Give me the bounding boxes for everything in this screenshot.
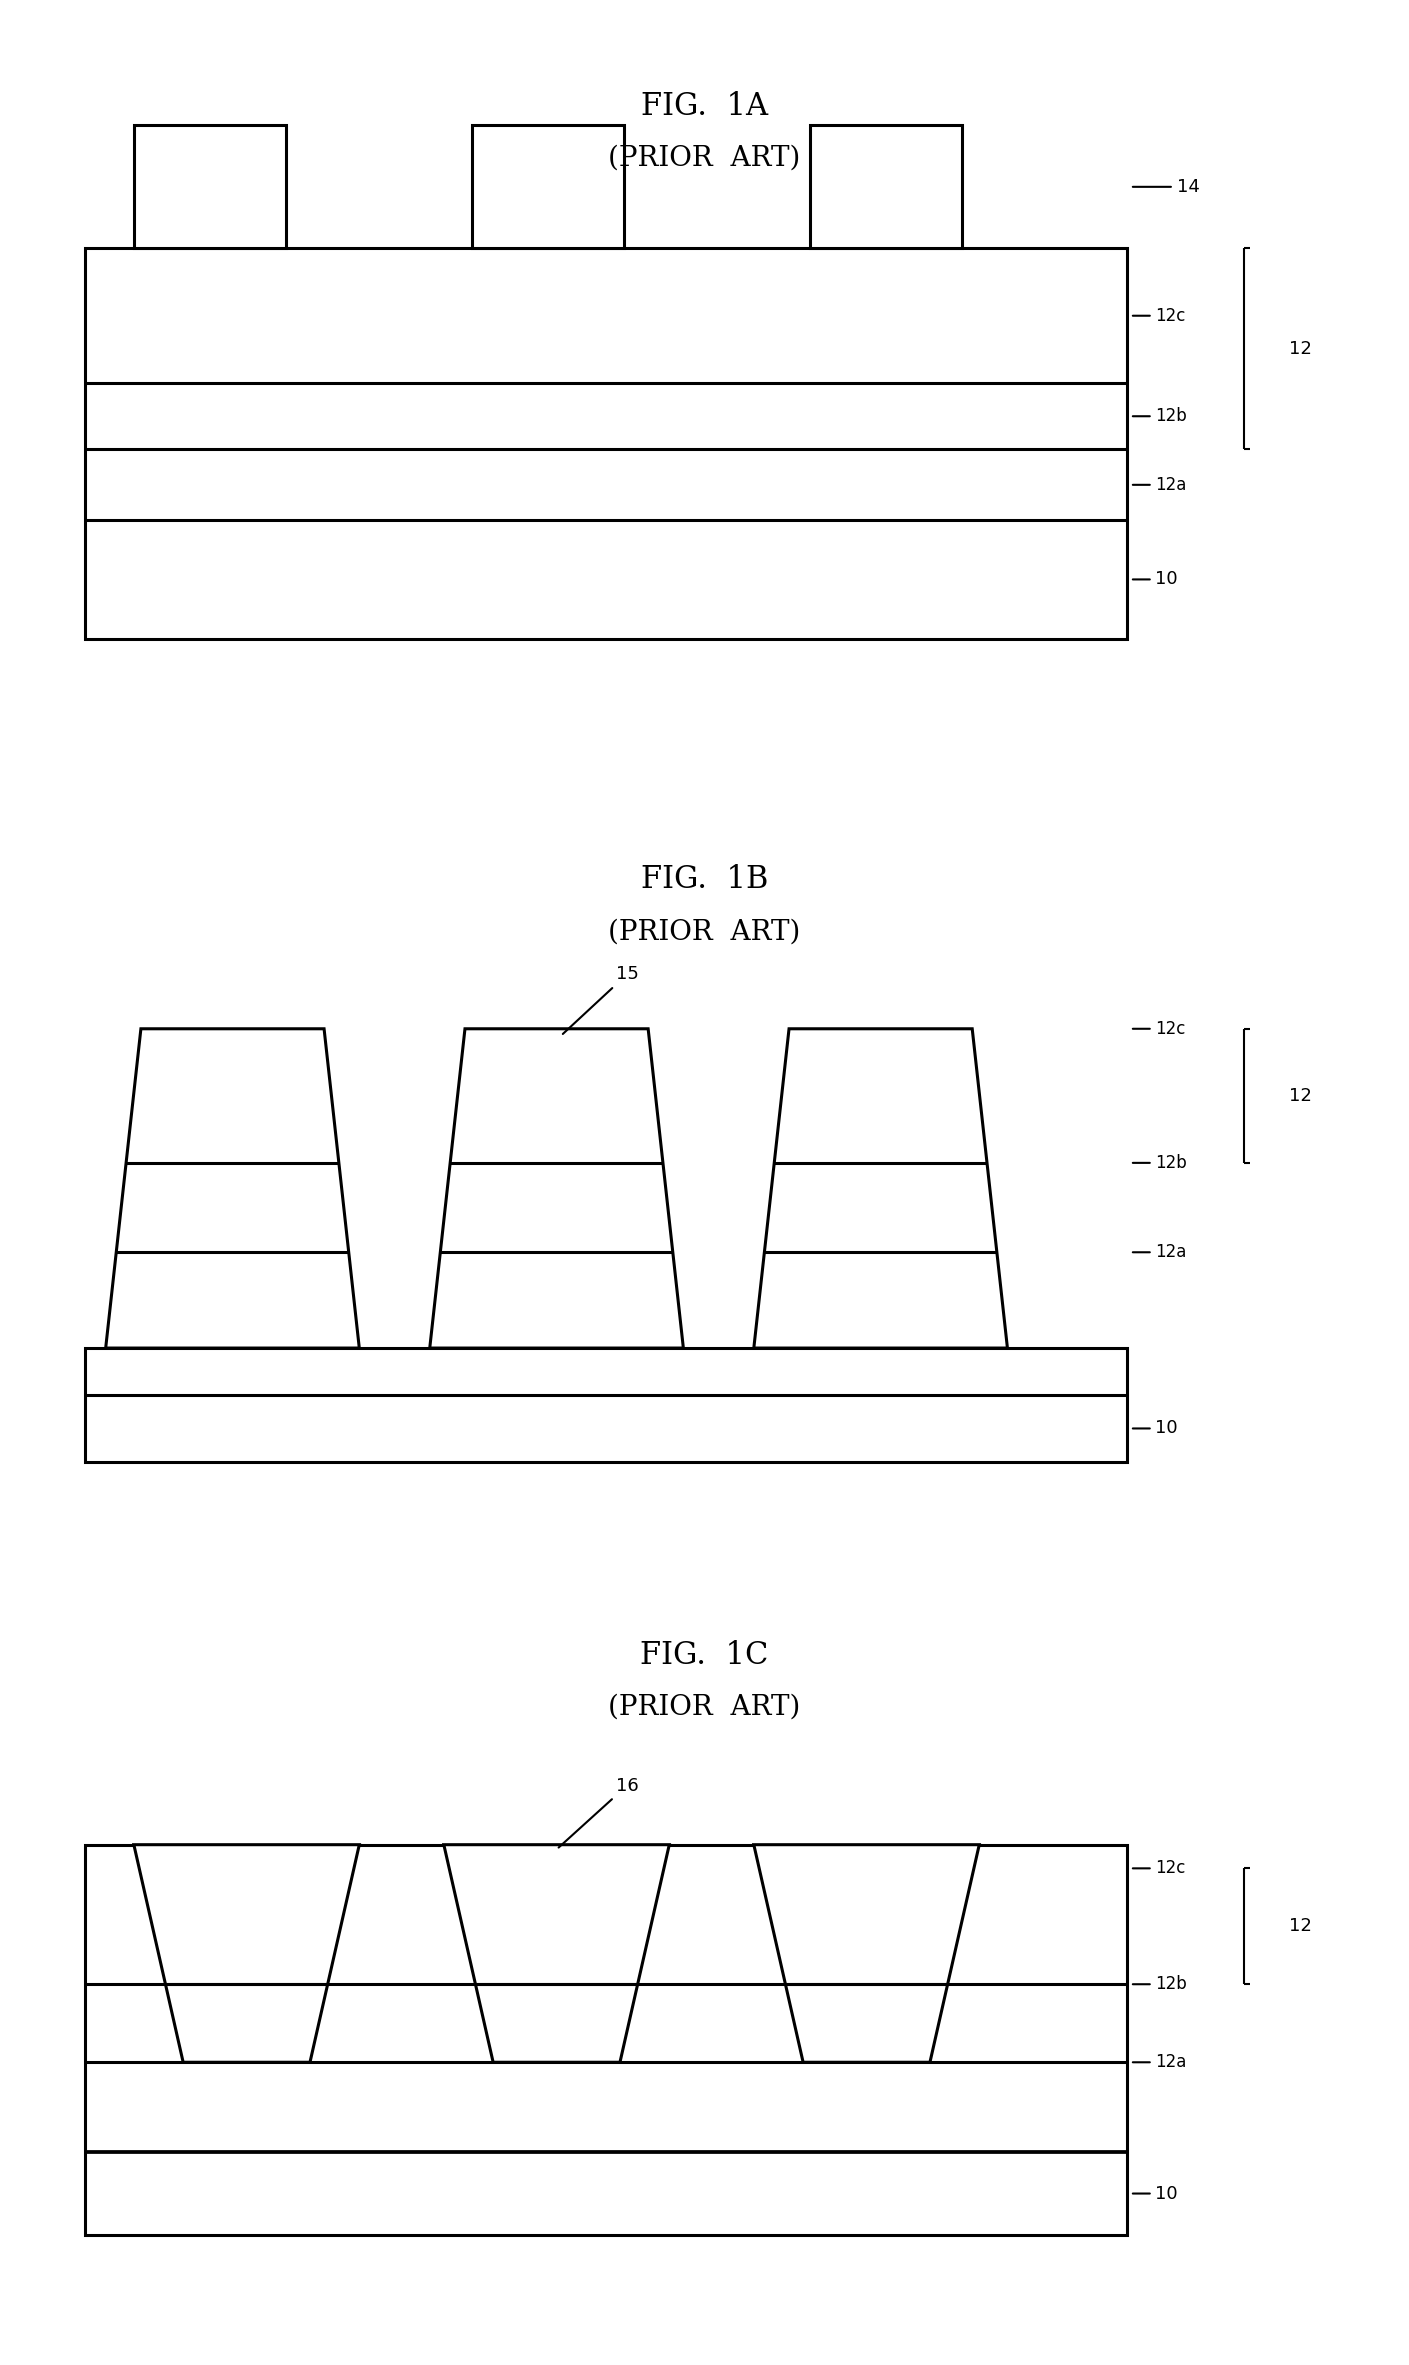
Text: 10: 10 (1133, 1419, 1178, 1438)
Text: 10: 10 (1133, 570, 1178, 589)
Text: 12a: 12a (1133, 475, 1186, 494)
Text: 12a: 12a (1133, 1244, 1186, 1261)
Polygon shape (754, 1029, 1007, 1348)
Text: 12b: 12b (1133, 1154, 1188, 1173)
Text: 12a: 12a (1133, 2053, 1186, 2072)
Text: FIG.  1B: FIG. 1B (641, 863, 768, 896)
FancyBboxPatch shape (85, 1845, 1127, 2235)
Text: 12: 12 (1289, 1918, 1312, 1935)
Text: FIG.  1A: FIG. 1A (641, 90, 768, 123)
Text: 14: 14 (1133, 177, 1199, 196)
Polygon shape (106, 1029, 359, 1348)
Polygon shape (134, 1845, 359, 2062)
Text: 16: 16 (558, 1776, 638, 1847)
Text: 12b: 12b (1133, 1975, 1188, 1994)
Polygon shape (430, 1029, 683, 1348)
FancyBboxPatch shape (85, 248, 1127, 639)
Text: 15: 15 (562, 965, 638, 1034)
Text: 12b: 12b (1133, 407, 1188, 426)
Text: 12: 12 (1289, 1088, 1312, 1104)
FancyBboxPatch shape (472, 125, 624, 248)
Text: 12: 12 (1289, 341, 1312, 357)
FancyBboxPatch shape (85, 1348, 1127, 1462)
Text: (PRIOR  ART): (PRIOR ART) (609, 144, 800, 173)
Text: (PRIOR  ART): (PRIOR ART) (609, 918, 800, 946)
Text: 12c: 12c (1133, 307, 1186, 324)
FancyBboxPatch shape (134, 125, 286, 248)
Text: FIG.  1C: FIG. 1C (640, 1639, 769, 1672)
FancyBboxPatch shape (810, 125, 962, 248)
Text: (PRIOR  ART): (PRIOR ART) (609, 1693, 800, 1722)
Text: 12c: 12c (1133, 1859, 1186, 1878)
Polygon shape (444, 1845, 669, 2062)
Polygon shape (754, 1845, 979, 2062)
Text: 10: 10 (1133, 2185, 1178, 2202)
Text: 12c: 12c (1133, 1019, 1186, 1038)
